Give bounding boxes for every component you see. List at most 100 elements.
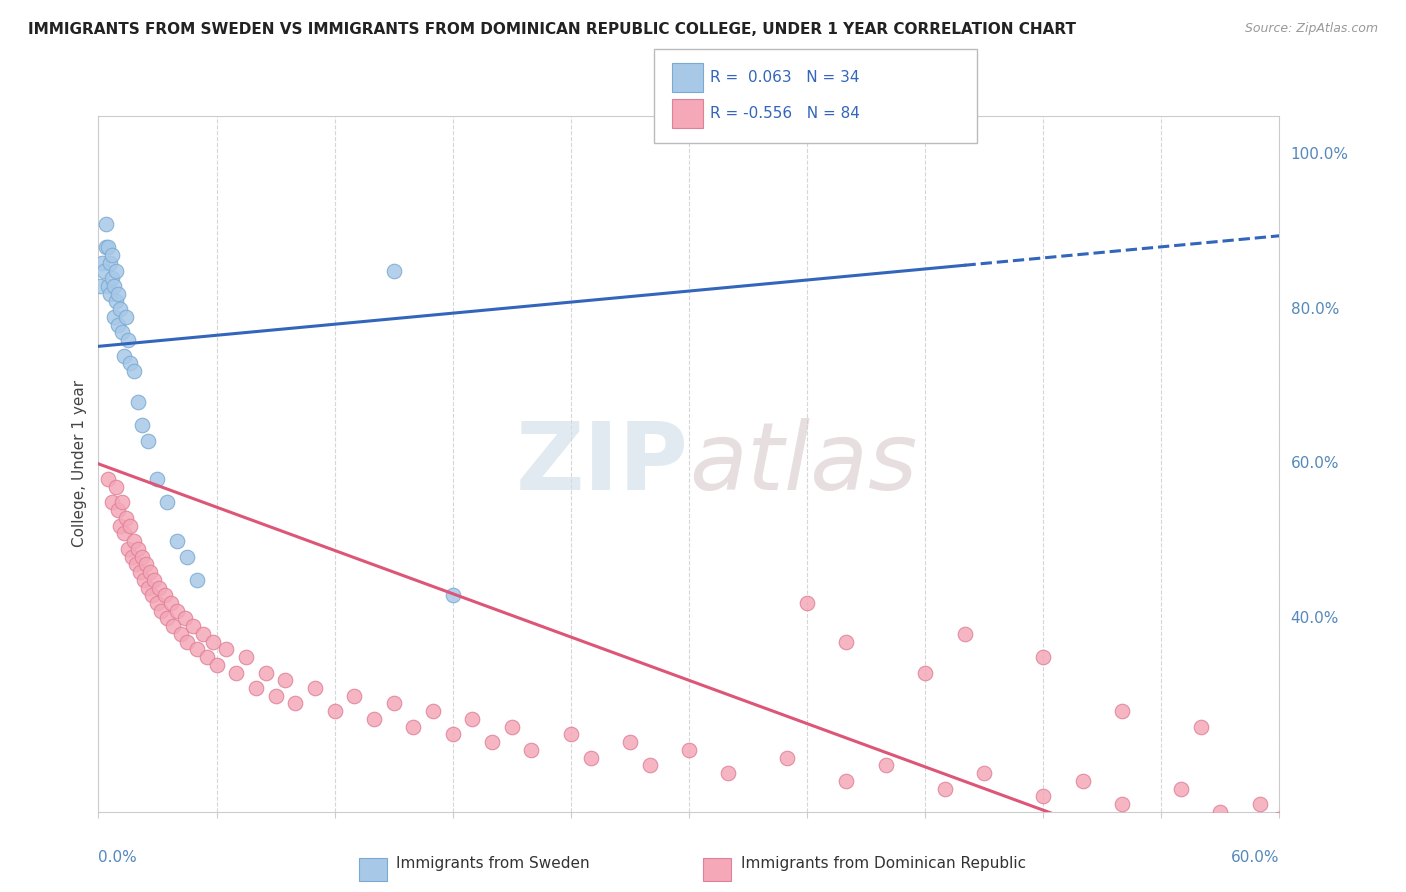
Point	[170, 627, 193, 641]
Point	[148, 581, 170, 595]
Point	[501, 720, 523, 734]
Point	[914, 665, 936, 680]
Point	[1071, 773, 1094, 788]
Point	[155, 588, 177, 602]
Point	[121, 549, 143, 564]
Point	[1170, 781, 1192, 796]
Point	[127, 541, 149, 556]
Point	[101, 248, 124, 262]
Text: Source: ZipAtlas.com: Source: ZipAtlas.com	[1244, 22, 1378, 36]
Point	[156, 611, 179, 625]
Point	[520, 743, 543, 757]
Point	[105, 480, 128, 494]
Point	[1111, 704, 1133, 718]
Point	[98, 286, 121, 301]
Point	[156, 495, 179, 509]
Point	[441, 727, 464, 741]
Point	[136, 581, 159, 595]
Point	[174, 611, 197, 625]
Point	[560, 727, 582, 741]
Point	[215, 642, 238, 657]
Point	[122, 534, 145, 549]
Point	[461, 712, 484, 726]
Point	[107, 318, 129, 332]
Point	[150, 604, 173, 618]
Point	[186, 642, 208, 657]
Text: atlas: atlas	[689, 418, 917, 509]
Point	[101, 271, 124, 285]
Point	[112, 349, 135, 363]
Point	[1111, 797, 1133, 811]
Point	[136, 434, 159, 448]
Point	[146, 596, 169, 610]
Point	[105, 294, 128, 309]
Y-axis label: College, Under 1 year: College, Under 1 year	[72, 380, 87, 548]
Point	[112, 526, 135, 541]
Point	[93, 263, 115, 277]
Point	[122, 364, 145, 378]
Text: ZIP: ZIP	[516, 417, 689, 510]
Text: Immigrants from Sweden: Immigrants from Sweden	[396, 856, 591, 871]
Point	[166, 534, 188, 549]
Text: R =  0.063   N = 34: R = 0.063 N = 34	[710, 70, 859, 85]
Point	[117, 333, 139, 347]
Text: IMMIGRANTS FROM SWEDEN VS IMMIGRANTS FROM DOMINICAN REPUBLIC COLLEGE, UNDER 1 YE: IMMIGRANTS FROM SWEDEN VS IMMIGRANTS FRO…	[28, 22, 1076, 37]
Point	[181, 619, 204, 633]
Point	[127, 395, 149, 409]
Point	[274, 673, 297, 688]
Point	[160, 596, 183, 610]
Point	[111, 326, 134, 340]
Point	[146, 472, 169, 486]
Point	[205, 657, 228, 672]
Point	[97, 279, 120, 293]
Point	[97, 472, 120, 486]
Point	[481, 735, 503, 749]
Point	[304, 681, 326, 695]
Point	[1249, 797, 1271, 811]
Text: 0.0%: 0.0%	[98, 850, 138, 865]
Text: 80.0%: 80.0%	[1291, 301, 1339, 317]
Point	[162, 619, 184, 633]
Point	[125, 558, 148, 572]
Point	[131, 549, 153, 564]
Point	[245, 681, 267, 695]
Point	[142, 573, 165, 587]
Point	[235, 650, 257, 665]
Point	[953, 627, 976, 641]
Point	[107, 286, 129, 301]
Point	[1032, 789, 1054, 804]
Text: 60.0%: 60.0%	[1232, 850, 1279, 865]
Point	[191, 627, 214, 641]
Point	[225, 665, 247, 680]
Point	[323, 704, 346, 718]
Point	[138, 565, 160, 579]
Point	[717, 766, 740, 780]
Point	[776, 750, 799, 764]
Point	[118, 518, 141, 533]
Text: 60.0%: 60.0%	[1291, 457, 1339, 471]
Point	[343, 689, 366, 703]
Point	[118, 356, 141, 370]
Text: Immigrants from Dominican Republic: Immigrants from Dominican Republic	[741, 856, 1026, 871]
Point	[875, 758, 897, 772]
Point	[96, 217, 118, 231]
Point	[97, 240, 120, 254]
Point	[89, 279, 111, 293]
Point	[108, 518, 131, 533]
Point	[111, 495, 134, 509]
Point	[98, 256, 121, 270]
Point	[166, 604, 188, 618]
Point	[108, 302, 131, 317]
Point	[135, 558, 157, 572]
Point	[201, 634, 224, 648]
Point	[115, 511, 138, 525]
Point	[382, 697, 405, 711]
Point	[186, 573, 208, 587]
Point	[973, 766, 995, 780]
Point	[96, 240, 118, 254]
Text: R = -0.556   N = 84: R = -0.556 N = 84	[710, 106, 860, 120]
Point	[105, 263, 128, 277]
Point	[115, 310, 138, 324]
Point	[131, 418, 153, 433]
Point	[103, 279, 125, 293]
